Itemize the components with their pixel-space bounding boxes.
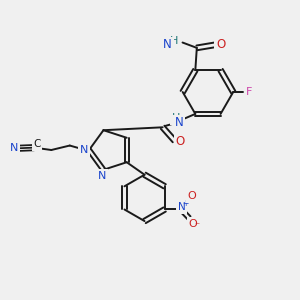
Text: O: O xyxy=(188,219,197,229)
Text: ⁻: ⁻ xyxy=(194,221,199,231)
Text: N: N xyxy=(163,38,172,51)
Text: H: H xyxy=(169,36,178,46)
Text: O: O xyxy=(175,135,184,148)
Text: N: N xyxy=(10,143,19,153)
Text: +: + xyxy=(182,199,189,208)
Text: O: O xyxy=(188,191,196,201)
Text: F: F xyxy=(246,87,252,97)
Text: N: N xyxy=(178,202,185,212)
Text: C: C xyxy=(33,139,41,149)
Text: N: N xyxy=(175,116,183,129)
Text: H: H xyxy=(172,113,180,123)
Text: O: O xyxy=(216,38,225,51)
Text: N: N xyxy=(80,145,88,155)
Text: N: N xyxy=(98,171,106,181)
